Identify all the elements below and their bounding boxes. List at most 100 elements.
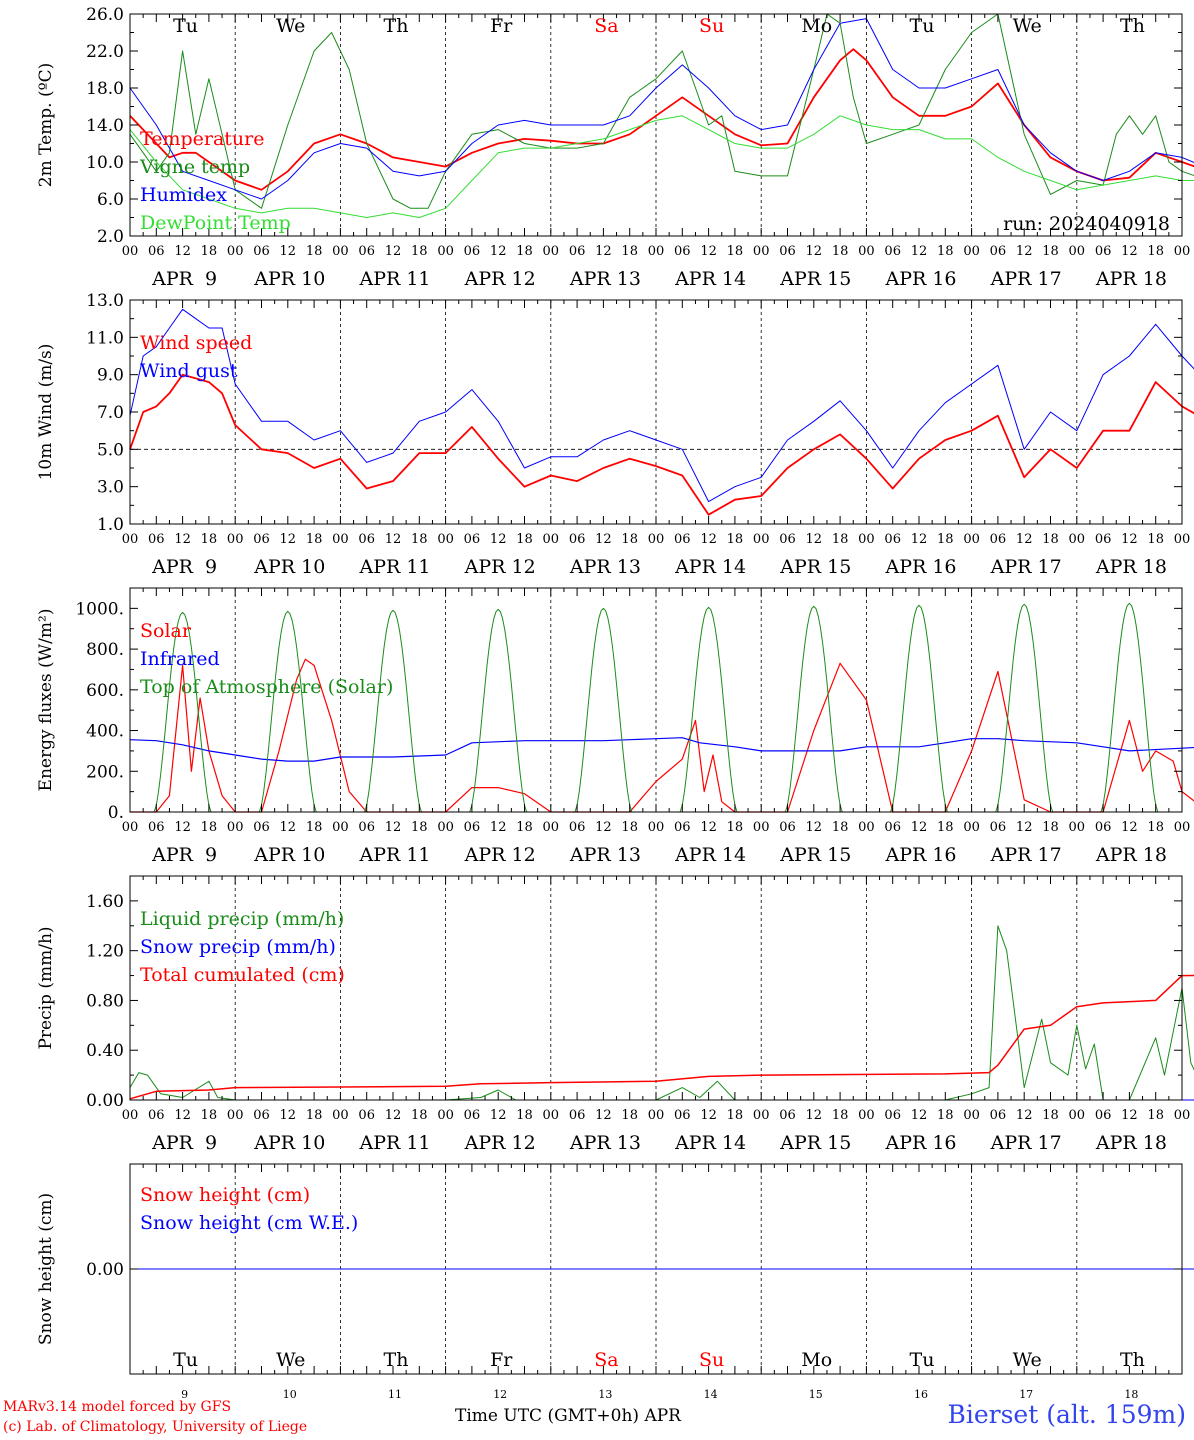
- x-hour-label: 06: [779, 1108, 796, 1123]
- x-hour-label: 12: [1016, 820, 1033, 835]
- x-hour-label: 12: [1121, 1108, 1138, 1123]
- series-line-precip-0: [129, 925, 1194, 1101]
- day-of-week-label: Sa: [594, 1349, 618, 1371]
- x-hour-label: 00: [543, 1108, 560, 1123]
- x-hour-label: 00: [227, 244, 244, 259]
- legend-entry: Vigne temp: [139, 156, 250, 178]
- x-hour-label: 12: [700, 532, 717, 547]
- x-hour-label: 12: [280, 820, 297, 835]
- y-tick-label: 3.0: [97, 478, 124, 498]
- x-hour-label: 00: [858, 244, 875, 259]
- x-hour-label: 06: [1095, 532, 1112, 547]
- x-hour-label: 06: [358, 820, 375, 835]
- x-hour-label: 18: [1042, 532, 1059, 547]
- day-of-week-label: Su: [699, 1349, 724, 1371]
- day-of-week-label: Th: [1120, 1349, 1145, 1371]
- plot-frame: [129, 587, 1183, 813]
- series-line-temperature-0: [129, 48, 1194, 191]
- x-hour-label: 12: [385, 820, 402, 835]
- y-tick-label: 5.0: [97, 440, 124, 460]
- x-hour-label: 00: [122, 532, 139, 547]
- legend-entry: Snow height (cm): [140, 1184, 310, 1206]
- x-hour-label: 00: [648, 820, 665, 835]
- x-hour-label: 18: [832, 532, 849, 547]
- legend-entry: Snow height (cm W.E.): [140, 1212, 358, 1234]
- x-hour-label: 12: [385, 1108, 402, 1123]
- x-hour-label: 06: [148, 820, 165, 835]
- x-hour-label: 06: [990, 532, 1007, 547]
- x-hour-label: 06: [148, 532, 165, 547]
- x-date-label: APR 9: [151, 268, 217, 290]
- x-hour-label: 06: [884, 1108, 901, 1123]
- x-hour-label: 00: [437, 820, 454, 835]
- x-hour-label: 06: [464, 1108, 481, 1123]
- x-date-label: APR 12: [464, 268, 536, 290]
- x-date-label: APR 11: [358, 556, 430, 578]
- x-hour-label: 18: [937, 820, 954, 835]
- x-hour-label: 12: [385, 532, 402, 547]
- x-hour-label: 12: [806, 820, 823, 835]
- x-hour-label: 12: [806, 532, 823, 547]
- x-hour-label: 12: [490, 820, 507, 835]
- day-number-label: 15: [809, 1388, 823, 1401]
- x-hour-label: 18: [621, 532, 638, 547]
- day-number-label: 13: [598, 1388, 612, 1401]
- x-date-label: APR 18: [1095, 556, 1167, 578]
- x-hour-label: 00: [1069, 820, 1086, 835]
- x-hour-label: 18: [516, 244, 533, 259]
- x-hour-label: 18: [727, 1108, 744, 1123]
- day-of-week-label: Su: [699, 15, 724, 37]
- x-hour-label: 12: [595, 244, 612, 259]
- y-tick-label: 2.0: [97, 227, 124, 247]
- y-axis-label: Precip (mm/h): [36, 926, 56, 1049]
- x-hour-label: 18: [306, 1108, 323, 1123]
- x-date-label: APR 18: [1095, 268, 1167, 290]
- y-tick-label: 600.: [86, 681, 124, 701]
- x-hour-label: 00: [122, 244, 139, 259]
- x-hour-label: 06: [569, 820, 586, 835]
- day-number-label: 9: [181, 1388, 188, 1401]
- x-hour-label: 00: [648, 244, 665, 259]
- x-hour-label: 18: [621, 820, 638, 835]
- series-line-energy-0: [130, 658, 1194, 813]
- x-hour-label: 00: [437, 244, 454, 259]
- x-hour-label: 18: [201, 820, 218, 835]
- x-date-label: APR 14: [674, 556, 746, 578]
- x-date-label: APR 11: [358, 844, 430, 866]
- legend-entry: Temperature: [140, 128, 264, 150]
- x-hour-label: 06: [779, 820, 796, 835]
- plot-frame: [129, 299, 1183, 525]
- day-of-week-label: Fr: [490, 1349, 513, 1371]
- x-date-label: APR 17: [990, 556, 1062, 578]
- x-hour-label: 00: [753, 1108, 770, 1123]
- y-tick-label: 200.: [86, 762, 124, 782]
- x-date-label: APR 12: [464, 556, 536, 578]
- day-of-week-label: We: [276, 15, 305, 37]
- x-hour-label: 18: [1147, 244, 1164, 259]
- x-hour-label: 12: [911, 1108, 928, 1123]
- y-tick-label: 13.0: [86, 291, 124, 311]
- x-date-label: APR 18: [1095, 1132, 1167, 1154]
- x-hour-label: 06: [674, 244, 691, 259]
- x-hour-label: 18: [1147, 820, 1164, 835]
- y-tick-label: 22.0: [86, 42, 124, 62]
- x-hour-label: 06: [253, 244, 270, 259]
- x-hour-label: 12: [280, 1108, 297, 1123]
- y-tick-label: 10.0: [86, 153, 124, 173]
- x-hour-label: 06: [1095, 244, 1112, 259]
- x-hour-label: 00: [1174, 532, 1191, 547]
- x-date-label: APR 13: [569, 268, 641, 290]
- x-hour-label: 06: [464, 532, 481, 547]
- panel-precip: 0.00 0.40 0.80 1.20 1.60 Precip (mm/h) 00 06 12 1…: [36, 875, 1194, 1154]
- x-hour-label: 18: [516, 820, 533, 835]
- legend-entry: DewPoint Temp: [140, 212, 291, 234]
- x-hour-label: 00: [963, 1108, 980, 1123]
- x-hour-label: 06: [464, 820, 481, 835]
- series-line-temperature-2: [129, 18, 1194, 200]
- x-hour-label: 12: [1016, 1108, 1033, 1123]
- y-tick-label: 6.0: [97, 190, 124, 210]
- x-date-label: APR 13: [569, 844, 641, 866]
- x-hour-label: 00: [437, 1108, 454, 1123]
- y-tick-label: 1.20: [86, 942, 124, 962]
- x-hour-label: 12: [700, 820, 717, 835]
